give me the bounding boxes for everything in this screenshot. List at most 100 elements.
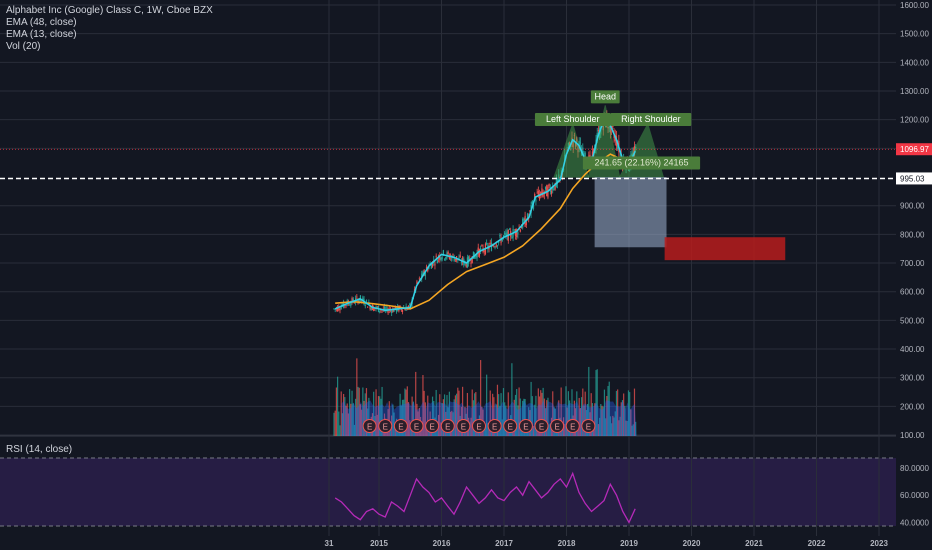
volume-bar [433, 400, 435, 436]
volume-bar [599, 417, 601, 436]
candle-body [370, 307, 372, 310]
current-price-tag: 1096.97 [896, 143, 932, 156]
volume-bar [352, 403, 354, 436]
left-shoulder-label-text: Left Shoulder [546, 114, 600, 124]
earnings-marker[interactable]: E [362, 419, 377, 433]
ema13-legend[interactable]: EMA (13, close) [6, 29, 77, 40]
volume-bar [612, 415, 614, 436]
stop-box [664, 237, 786, 261]
earnings-letter: E [539, 423, 544, 432]
volume-bar [435, 389, 437, 436]
earnings-marker[interactable]: E [378, 419, 393, 433]
volume-bar [542, 387, 544, 436]
volume-bar [498, 394, 500, 436]
volume-bar [474, 393, 476, 436]
candle-body [376, 306, 378, 308]
volume-bar [401, 399, 404, 436]
volume-bar [388, 401, 390, 436]
earnings-marker[interactable]: E [472, 419, 486, 433]
volume-bar [558, 400, 560, 436]
earnings-marker[interactable]: E [393, 419, 408, 433]
candle-body [337, 306, 339, 312]
earnings-marker[interactable]: E [425, 419, 440, 433]
candle-body [568, 141, 571, 146]
earnings-marker[interactable]: E [565, 419, 580, 433]
volume-bar [591, 403, 594, 436]
left-shoulder-label[interactable]: Left Shoulder [534, 112, 611, 126]
volume-bar [602, 406, 604, 436]
earnings-circle [456, 419, 471, 433]
price-tick: 900.00 [900, 202, 925, 211]
volume-bar [549, 423, 551, 436]
volume-bar [480, 360, 482, 436]
rsi-legend[interactable]: RSI (14, close) [6, 444, 73, 455]
candle-body [547, 187, 549, 198]
volume-bar [442, 399, 444, 436]
volume-bar [532, 425, 535, 436]
volume-bar [523, 398, 525, 436]
candle-body [436, 260, 438, 264]
candle-body [441, 257, 443, 260]
earnings-marker[interactable]: E [550, 419, 565, 433]
earnings-letter: E [461, 423, 466, 432]
volume-bar [619, 416, 621, 436]
volume-bar [364, 393, 366, 436]
candle-body [511, 236, 513, 239]
candle-body [548, 183, 550, 187]
earnings-marker[interactable]: E [503, 419, 518, 433]
earnings-circle [440, 419, 455, 433]
price-tick: 800.00 [900, 230, 925, 239]
candle-body [367, 306, 369, 308]
candle-body [517, 232, 519, 235]
volume-bar [606, 396, 608, 436]
candle-body [531, 200, 533, 205]
volume-bar [540, 390, 542, 436]
earnings-marker[interactable]: E [409, 419, 424, 433]
candle-body [536, 192, 538, 194]
volume-bar [627, 390, 630, 436]
volume-bar [630, 409, 632, 436]
time-tick: 2021 [745, 539, 763, 548]
earnings-marker[interactable]: E [518, 419, 533, 433]
time-tick: 2022 [808, 539, 826, 548]
candle-body [534, 193, 536, 198]
volume-bar [412, 401, 414, 436]
volume-bar [597, 424, 600, 436]
head-label[interactable]: Head [590, 90, 620, 104]
candle-body [486, 242, 488, 245]
earnings-marker[interactable]: E [456, 419, 471, 433]
candle-body [556, 179, 559, 183]
price-tick: 600.00 [900, 288, 925, 297]
time-axis: 31 2015 2016 2017 2018 2019 2020 2021 2022 2023 [325, 539, 889, 548]
candle-body [499, 234, 501, 237]
candle-body [633, 146, 636, 156]
measure-label[interactable]: 241.65 (22.16%) 24165 [582, 156, 701, 170]
candle-body [478, 249, 481, 257]
volume-bar [565, 386, 567, 436]
volume-bar [356, 358, 358, 436]
earnings-marker[interactable]: E [534, 419, 549, 433]
volume-bar [427, 395, 429, 436]
earnings-marker[interactable]: E [487, 419, 502, 433]
volume-bar [590, 393, 592, 436]
volume-bar [573, 400, 575, 436]
candle-body [459, 255, 461, 258]
right-shoulder-label[interactable]: Right Shoulder [610, 112, 692, 126]
ema48-legend[interactable]: EMA (48, close) [6, 17, 77, 28]
volume-bar [358, 387, 360, 436]
earnings-circle [503, 419, 518, 433]
volume-bar [368, 397, 370, 436]
candle-body [460, 261, 463, 263]
candle-body [387, 310, 389, 314]
earnings-marker[interactable]: E [581, 419, 596, 433]
candle-body [393, 309, 395, 312]
volume-legend[interactable]: Vol (20) [6, 41, 41, 52]
volume-bar [406, 386, 408, 436]
volume-bar [376, 414, 378, 436]
candle-body [359, 295, 362, 301]
volume-bar [345, 405, 347, 436]
candle-body [490, 242, 493, 251]
volume-bar [484, 425, 487, 436]
symbol-title[interactable]: Alphabet Inc (Google) Class C, 1W, Cboe … [6, 5, 213, 16]
earnings-marker[interactable]: E [440, 419, 455, 433]
